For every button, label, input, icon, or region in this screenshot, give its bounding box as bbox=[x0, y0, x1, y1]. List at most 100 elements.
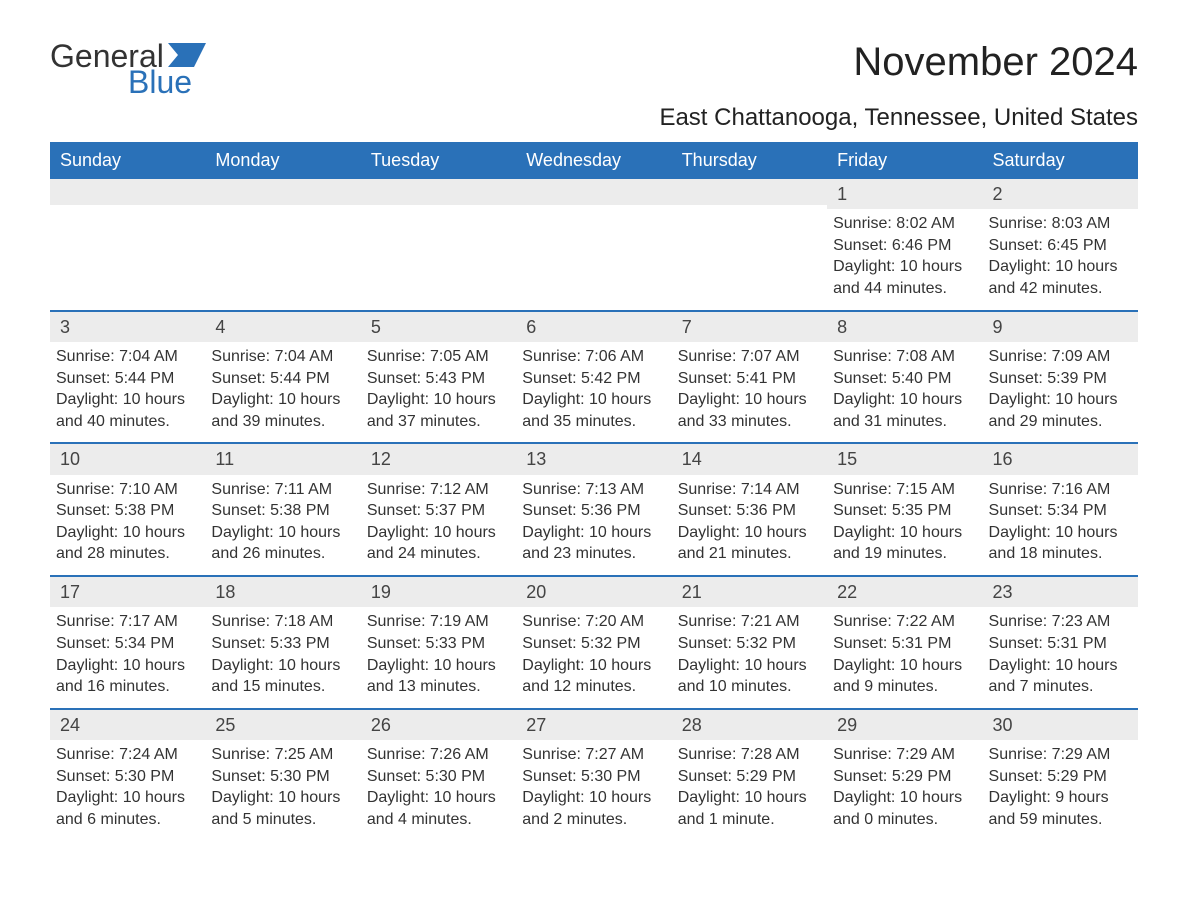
day-sunset: Sunset: 6:46 PM bbox=[833, 235, 976, 257]
day-cell: 3 Sunrise: 7:04 AMSunset: 5:44 PMDaylight… bbox=[50, 312, 205, 443]
day-content: Sunrise: 7:11 AMSunset: 5:38 PMDaylight:… bbox=[211, 479, 354, 565]
day-sunset: Sunset: 5:41 PM bbox=[678, 368, 821, 390]
day-cell: 29Sunrise: 7:29 AMSunset: 5:29 PMDayligh… bbox=[827, 710, 982, 841]
day-cell: 5Sunrise: 7:05 AMSunset: 5:43 PMDaylight… bbox=[361, 312, 516, 443]
day-daylight1: Daylight: 10 hours bbox=[833, 256, 976, 278]
day-sunrise: Sunrise: 7:04 AM bbox=[56, 346, 199, 368]
day-sunset: Sunset: 5:30 PM bbox=[522, 766, 665, 788]
day-number: 6 bbox=[516, 312, 671, 342]
day-daylight2: and 12 minutes. bbox=[522, 676, 665, 698]
day-number: 11 bbox=[205, 444, 360, 474]
day-daylight2: and 19 minutes. bbox=[833, 543, 976, 565]
day-sunrise: Sunrise: 7:08 AM bbox=[833, 346, 976, 368]
day-sunset: Sunset: 5:33 PM bbox=[211, 633, 354, 655]
day-sunset: Sunset: 5:36 PM bbox=[678, 500, 821, 522]
day-cell: 23Sunrise: 7:23 AMSunset: 5:31 PMDayligh… bbox=[983, 577, 1138, 708]
day-cell: 17Sunrise: 7:17 AMSunset: 5:34 PMDayligh… bbox=[50, 577, 205, 708]
day-daylight2: and 24 minutes. bbox=[367, 543, 510, 565]
day-sunrise: Sunrise: 7:05 AM bbox=[367, 346, 510, 368]
day-number bbox=[361, 179, 516, 205]
day-daylight1: Daylight: 10 hours bbox=[522, 389, 665, 411]
day-number: 17 bbox=[50, 577, 205, 607]
weekday-header: Tuesday bbox=[361, 142, 516, 179]
day-cell: 27Sunrise: 7:27 AMSunset: 5:30 PMDayligh… bbox=[516, 710, 671, 841]
day-sunrise: Sunrise: 7:11 AM bbox=[211, 479, 354, 501]
day-daylight2: and 37 minutes. bbox=[367, 411, 510, 433]
day-cell: 25Sunrise: 7:25 AMSunset: 5:30 PMDayligh… bbox=[205, 710, 360, 841]
week-row: 3Sunrise: 7:04 AMSunset: 5:44 PMDaylight… bbox=[50, 310, 1138, 443]
day-daylight2: and 0 minutes. bbox=[833, 809, 976, 831]
day-number: 22 bbox=[827, 577, 982, 607]
day-sunset: Sunset: 5:34 PM bbox=[56, 633, 199, 655]
day-cell: 26Sunrise: 7:26 AMSunset: 5:30 PMDayligh… bbox=[361, 710, 516, 841]
day-sunrise: Sunrise: 7:29 AM bbox=[989, 744, 1132, 766]
day-number: 28 bbox=[672, 710, 827, 740]
day-cell: 20Sunrise: 7:20 AMSunset: 5:32 PMDayligh… bbox=[516, 577, 671, 708]
day-sunrise: Sunrise: 7:06 AM bbox=[522, 346, 665, 368]
day-number: 27 bbox=[516, 710, 671, 740]
day-content: Sunrise: 7:29 AMSunset: 5:29 PMDaylight:… bbox=[989, 744, 1132, 830]
day-sunrise: Sunrise: 7:10 AM bbox=[56, 479, 199, 501]
day-number: 3 bbox=[50, 312, 205, 342]
day-cell: 11 Sunrise: 7:11 AMSunset: 5:38 PMDayligh… bbox=[205, 444, 360, 575]
day-sunset: Sunset: 5:30 PM bbox=[211, 766, 354, 788]
day-cell: 15 Sunrise: 7:15 AMSunset: 5:35 PMDayligh… bbox=[827, 444, 982, 575]
day-cell: 16Sunrise: 7:16 AMSunset: 5:34 PMDayligh… bbox=[983, 444, 1138, 575]
day-sunset: Sunset: 5:40 PM bbox=[833, 368, 976, 390]
day-sunset: Sunset: 5:33 PM bbox=[367, 633, 510, 655]
day-content: Sunrise: 8:02 AMSunset: 6:46 PMDaylight:… bbox=[833, 213, 976, 299]
day-sunset: Sunset: 5:38 PM bbox=[56, 500, 199, 522]
weekday-header: Sunday bbox=[50, 142, 205, 179]
day-sunrise: Sunrise: 7:09 AM bbox=[989, 346, 1132, 368]
day-sunset: Sunset: 5:29 PM bbox=[833, 766, 976, 788]
weekday-header: Friday bbox=[827, 142, 982, 179]
day-number: 1 bbox=[827, 179, 982, 209]
day-cell bbox=[672, 179, 827, 310]
day-daylight1: Daylight: 10 hours bbox=[211, 522, 354, 544]
day-daylight2: and 40 minutes. bbox=[56, 411, 199, 433]
day-cell bbox=[516, 179, 671, 310]
day-sunset: Sunset: 5:30 PM bbox=[56, 766, 199, 788]
day-cell: 4Sunrise: 7:04 AMSunset: 5:44 PMDaylight… bbox=[205, 312, 360, 443]
day-sunset: Sunset: 5:44 PM bbox=[56, 368, 199, 390]
day-sunset: Sunset: 6:45 PM bbox=[989, 235, 1132, 257]
logo-text-blue: Blue bbox=[128, 66, 206, 98]
day-daylight1: Daylight: 10 hours bbox=[56, 655, 199, 677]
day-daylight2: and 15 minutes. bbox=[211, 676, 354, 698]
day-daylight2: and 23 minutes. bbox=[522, 543, 665, 565]
day-daylight1: Daylight: 10 hours bbox=[56, 389, 199, 411]
day-daylight1: Daylight: 10 hours bbox=[56, 522, 199, 544]
day-cell: 21Sunrise: 7:21 AMSunset: 5:32 PMDayligh… bbox=[672, 577, 827, 708]
day-sunrise: Sunrise: 7:26 AM bbox=[367, 744, 510, 766]
weekday-header: Wednesday bbox=[516, 142, 671, 179]
day-sunset: Sunset: 5:30 PM bbox=[367, 766, 510, 788]
day-daylight1: Daylight: 10 hours bbox=[367, 655, 510, 677]
day-cell: 24Sunrise: 7:24 AMSunset: 5:30 PMDayligh… bbox=[50, 710, 205, 841]
day-daylight1: Daylight: 10 hours bbox=[833, 522, 976, 544]
day-sunset: Sunset: 5:32 PM bbox=[678, 633, 821, 655]
day-cell: 30Sunrise: 7:29 AMSunset: 5:29 PMDayligh… bbox=[983, 710, 1138, 841]
day-sunrise: Sunrise: 7:20 AM bbox=[522, 611, 665, 633]
day-number: 12 bbox=[361, 444, 516, 474]
day-content: Sunrise: 7:29 AMSunset: 5:29 PMDaylight:… bbox=[833, 744, 976, 830]
day-sunrise: Sunrise: 7:14 AM bbox=[678, 479, 821, 501]
day-content: Sunrise: 7:26 AMSunset: 5:30 PMDaylight:… bbox=[367, 744, 510, 830]
day-daylight2: and 21 minutes. bbox=[678, 543, 821, 565]
week-row: 24Sunrise: 7:24 AMSunset: 5:30 PMDayligh… bbox=[50, 708, 1138, 841]
day-sunrise: Sunrise: 7:15 AM bbox=[833, 479, 976, 501]
day-number: 15 bbox=[827, 444, 982, 474]
day-number: 13 bbox=[516, 444, 671, 474]
day-content: Sunrise: 7:09 AMSunset: 5:39 PMDaylight:… bbox=[989, 346, 1132, 432]
day-daylight2: and 13 minutes. bbox=[367, 676, 510, 698]
day-content: Sunrise: 7:08 AMSunset: 5:40 PMDaylight:… bbox=[833, 346, 976, 432]
day-number: 23 bbox=[983, 577, 1138, 607]
week-row: 17Sunrise: 7:17 AMSunset: 5:34 PMDayligh… bbox=[50, 575, 1138, 708]
day-cell bbox=[50, 179, 205, 310]
weekday-header: Saturday bbox=[983, 142, 1138, 179]
day-number: 7 bbox=[672, 312, 827, 342]
day-content: Sunrise: 7:15 AMSunset: 5:35 PMDaylight:… bbox=[833, 479, 976, 565]
logo: General Blue bbox=[50, 40, 206, 98]
day-cell: 18Sunrise: 7:18 AMSunset: 5:33 PMDayligh… bbox=[205, 577, 360, 708]
day-content: Sunrise: 7:20 AMSunset: 5:32 PMDaylight:… bbox=[522, 611, 665, 697]
day-daylight2: and 16 minutes. bbox=[56, 676, 199, 698]
